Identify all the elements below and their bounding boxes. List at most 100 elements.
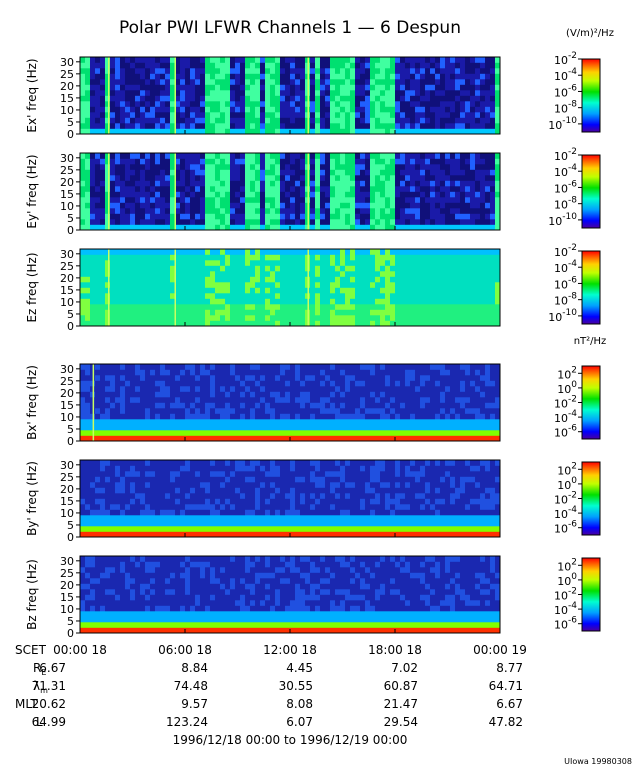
spectrum-cell	[290, 164, 296, 170]
spectrum-cell	[495, 153, 501, 159]
spectrum-cell	[205, 397, 211, 403]
spectrum-cell	[220, 375, 226, 381]
spectrum-cell	[425, 397, 431, 403]
spectrum-cell	[220, 79, 226, 85]
spectrum-cell	[405, 391, 411, 398]
spectrum-cell	[410, 153, 416, 159]
spectrum-cell	[210, 369, 216, 376]
spectrum-cell	[195, 95, 201, 102]
spectrum-cell	[285, 208, 291, 214]
spectrum-cell	[245, 435, 251, 442]
spectrum-cell	[200, 224, 206, 231]
spectrum-cell	[90, 84, 96, 91]
spectrum-cell	[365, 402, 371, 409]
spectrum-cell	[100, 504, 106, 510]
spectrum-cell	[380, 304, 386, 310]
spectrum-cell	[265, 293, 271, 299]
spectrum-cell	[260, 375, 266, 381]
spectrum-cell	[275, 68, 281, 74]
spectrum-cell	[130, 402, 136, 409]
spectrum-cell	[310, 419, 316, 425]
spectrum-cell	[440, 282, 446, 288]
spectrum-cell	[245, 369, 251, 376]
spectrum-cell	[325, 413, 331, 420]
spectrum-cell	[415, 282, 421, 288]
spectrum-cell	[145, 298, 151, 305]
spectrum-cell	[185, 315, 191, 321]
spectrum-cell	[85, 62, 91, 69]
spectrum-cell	[90, 249, 96, 255]
spectrum-cell	[130, 213, 136, 220]
spectrum-cell	[480, 408, 486, 414]
spectrum-cell	[405, 386, 411, 392]
spectrum-cell	[110, 169, 116, 176]
spectrum-cell	[205, 260, 211, 266]
spectrum-cell	[315, 369, 321, 376]
spectrum-cell	[365, 369, 371, 376]
spectrum-cell	[370, 320, 376, 327]
spectrum-cell	[330, 265, 336, 272]
spectrum-cell	[380, 90, 386, 96]
spectrum-cell	[375, 84, 381, 91]
spectrum-cell	[340, 112, 346, 118]
spectrum-cell	[115, 169, 121, 176]
spectrum-cell	[345, 219, 351, 225]
spectrum-cell	[265, 309, 271, 316]
spectrum-cell	[355, 101, 361, 107]
spectrum-cell	[140, 430, 146, 436]
spectrum-cell	[430, 419, 436, 425]
spectrum-cell	[325, 386, 331, 392]
spectrum-cell	[225, 191, 231, 198]
spectrum-cell	[160, 408, 166, 414]
spectrum-cell	[485, 169, 491, 176]
spectrum-cell	[120, 117, 126, 124]
spectrum-cell	[125, 175, 131, 181]
spectrum-cell	[475, 219, 481, 225]
spectrum-cell	[380, 397, 386, 403]
spectrum-cell	[270, 95, 276, 102]
spectrum-cell	[325, 298, 331, 305]
spectrum-cell	[345, 112, 351, 118]
spectrum-cell	[125, 424, 131, 431]
spectrum-cell	[435, 123, 441, 129]
spectrum-cell	[105, 424, 111, 431]
spectrum-cell	[130, 197, 136, 203]
spectrum-cell	[180, 265, 186, 272]
spectrum-cell	[355, 380, 361, 387]
spectrum-cell	[390, 419, 396, 425]
spectrum-cell	[415, 202, 421, 209]
spectrum-cell	[295, 57, 301, 63]
spectrum-cell	[335, 164, 341, 170]
spectrum-cell	[380, 57, 386, 63]
spectrum-cell	[240, 320, 246, 327]
spectrum-cell	[190, 265, 196, 272]
spectrum-cell	[245, 282, 251, 288]
spectrum-cell	[80, 413, 86, 420]
spectrum-cell	[245, 397, 251, 403]
spectrum-cell	[205, 298, 211, 305]
spectrum-cell	[440, 123, 446, 129]
spectrum-cell	[150, 208, 156, 214]
spectrum-cell	[490, 90, 496, 96]
spectrum-cell	[315, 408, 321, 414]
spectrum-cell	[250, 391, 256, 398]
spectrum-cell	[225, 265, 231, 272]
spectrum-cell	[155, 186, 161, 192]
spectrum-cell	[180, 413, 186, 420]
spectrum-cell	[270, 402, 276, 409]
spectrum-cell	[380, 101, 386, 107]
spectrum-cell	[270, 298, 276, 305]
spectrum-cell	[485, 287, 491, 294]
spectrum-cell	[385, 62, 391, 69]
spectrum-cell	[390, 95, 396, 102]
spectrum-cell	[460, 276, 466, 283]
spectrum-cell	[395, 169, 401, 176]
spectrum-cell	[320, 158, 326, 165]
spectrum-cell	[95, 435, 101, 442]
spectrum-cell	[235, 424, 241, 431]
spectrum-cell	[315, 424, 321, 431]
spectrum-cell	[165, 419, 171, 425]
spectrum-cell	[470, 95, 476, 102]
spectrum-cell	[300, 304, 306, 310]
spectrum-cell	[205, 128, 211, 135]
